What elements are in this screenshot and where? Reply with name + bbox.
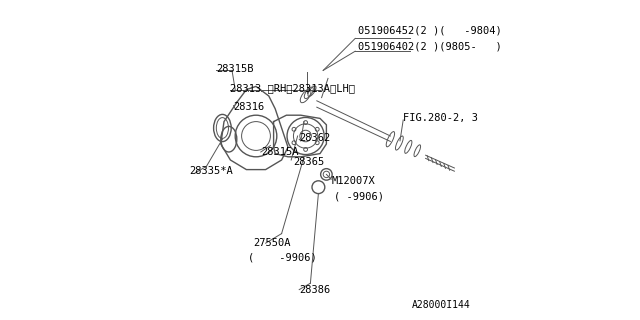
Text: 27550A: 27550A xyxy=(253,238,291,248)
Text: 28313 〈RH〉28313A〈LH〉: 28313 〈RH〉28313A〈LH〉 xyxy=(230,83,355,93)
Text: 28335*A: 28335*A xyxy=(189,166,232,176)
Text: ( -9906): ( -9906) xyxy=(334,192,385,202)
Text: 28315A: 28315A xyxy=(261,147,298,157)
Text: 28365: 28365 xyxy=(292,156,324,167)
Text: 28362: 28362 xyxy=(300,133,330,143)
Text: M12007X: M12007X xyxy=(332,176,375,186)
Text: (    -9906): ( -9906) xyxy=(248,252,317,263)
Text: 28386: 28386 xyxy=(300,284,330,295)
Text: 28316: 28316 xyxy=(234,102,265,112)
Text: 051906402(2 )(9805-   ): 051906402(2 )(9805- ) xyxy=(358,41,502,52)
Text: FIG.280-2, 3: FIG.280-2, 3 xyxy=(403,113,478,124)
Text: A28000I144: A28000I144 xyxy=(412,300,470,310)
Text: 051906452(2 )(   -9804): 051906452(2 )( -9804) xyxy=(358,25,502,36)
Text: 28315B: 28315B xyxy=(216,64,253,74)
